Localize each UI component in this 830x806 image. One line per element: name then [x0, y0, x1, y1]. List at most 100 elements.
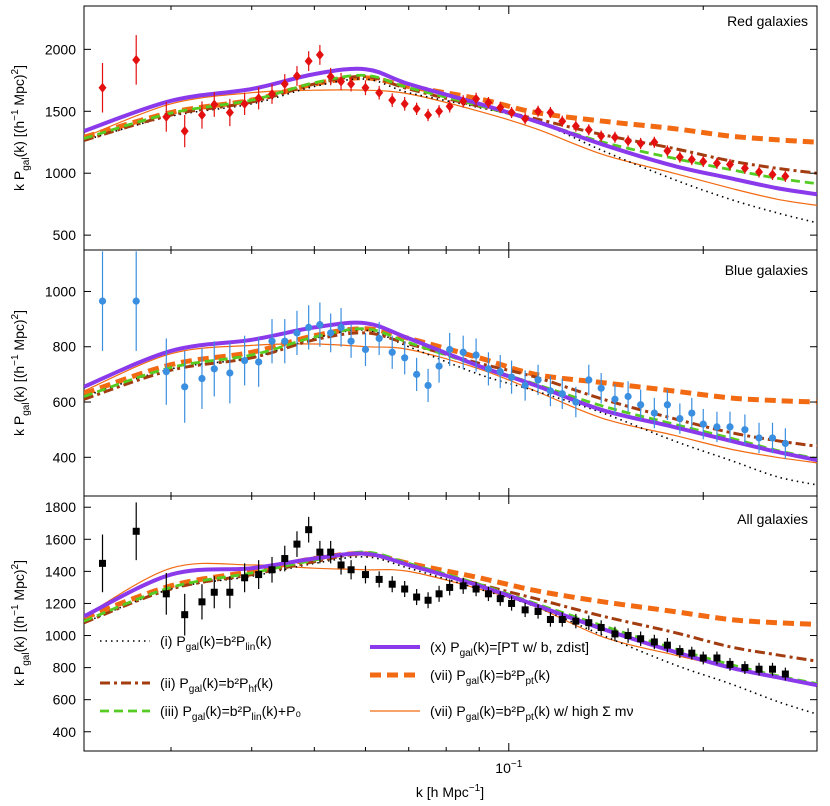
data-point [624, 632, 632, 640]
data-point [388, 348, 396, 356]
data-point [521, 606, 529, 614]
data-point [726, 423, 734, 431]
data-point [293, 329, 301, 337]
data-point [508, 599, 516, 607]
legend-label-hf: (ii) Pgal(k)=b²Phf(k) [160, 675, 273, 695]
panel-title-all: All galaxies [737, 511, 808, 527]
y-tick-label: 1500 [45, 103, 76, 119]
data-point [597, 131, 606, 142]
data-point [534, 376, 542, 384]
data-point [768, 169, 777, 180]
data-point [650, 638, 658, 646]
data-point [226, 369, 234, 377]
data-point [268, 88, 277, 99]
data-point [132, 297, 140, 305]
data-point [611, 395, 619, 403]
data-point [507, 107, 516, 118]
data-point [241, 356, 249, 365]
data-point [688, 649, 696, 657]
data-point [712, 158, 721, 169]
data-point [375, 87, 384, 98]
data-point [546, 387, 555, 395]
panel-1-plot [84, 251, 817, 486]
data-point [210, 99, 219, 110]
data-point [521, 113, 530, 124]
data-point [241, 574, 249, 582]
data-point [162, 368, 170, 376]
data-point [663, 145, 672, 156]
data-point [225, 107, 234, 118]
legend-label-p0: (iii) Pgal(k)=b²Plin(k)+P₀ [160, 703, 301, 723]
y-tick-label: 1400 [45, 563, 76, 579]
data-point [663, 401, 671, 409]
data-point [281, 337, 289, 345]
y-tick-label: 400 [53, 449, 77, 465]
data-point [327, 329, 335, 337]
data-point [181, 383, 189, 391]
data-point [769, 665, 777, 673]
data-point [305, 323, 313, 331]
data-point [496, 595, 504, 603]
data-point [496, 102, 505, 113]
data-point [361, 82, 370, 93]
data-point [327, 548, 335, 556]
data-point [412, 103, 421, 114]
data-point [446, 583, 454, 591]
data-point [132, 527, 140, 535]
curve-lin [84, 78, 817, 224]
curve-ptpt [84, 551, 817, 627]
data-point [98, 297, 107, 305]
data-point [572, 617, 580, 625]
data-point [255, 358, 263, 366]
y-axis-label-all: k Pgal(k) [(h−1 Mpc)2] [10, 560, 32, 686]
data-point [424, 381, 432, 390]
data-point [424, 109, 433, 120]
data-point [546, 615, 554, 623]
data-point [198, 598, 206, 606]
data-point [459, 582, 467, 590]
y-axis-label-text: k Pgal(k) [(h−1 Mpc)2] [10, 65, 32, 191]
data-point [181, 611, 189, 619]
y-tick-label: 1800 [45, 499, 76, 515]
data-point [337, 561, 345, 569]
y-tick-label: 600 [53, 692, 77, 708]
data-point [268, 566, 276, 574]
data-point [624, 136, 633, 147]
data-point [713, 423, 721, 431]
data-point [699, 156, 708, 167]
data-point [280, 79, 289, 90]
y-tick-label: 1000 [45, 283, 76, 299]
data-point [424, 596, 432, 604]
data-point [401, 585, 409, 593]
data-point [361, 571, 369, 579]
data-point [180, 126, 189, 137]
curve-p0 [84, 327, 817, 461]
data-point [268, 337, 276, 345]
data-point [755, 166, 764, 177]
data-point [316, 321, 324, 329]
data-point [740, 163, 749, 174]
data-point [781, 439, 789, 448]
data-point [597, 384, 605, 392]
panel-title-blue: Blue galaxies [725, 262, 808, 278]
data-point [624, 392, 632, 401]
data-point [210, 588, 218, 596]
data-point [725, 159, 734, 170]
y-tick-label: 600 [53, 394, 77, 410]
y-tick-label: 500 [53, 227, 77, 243]
y-tick-label: 400 [53, 724, 77, 740]
data-point [240, 98, 249, 109]
curve-pt [84, 66, 817, 197]
plot-layer: 500 1000 1500 2000 400 600 800 1000 400 600 800 100… [45, 6, 818, 751]
data-point [507, 373, 516, 381]
data-point [610, 132, 619, 143]
data-point [347, 566, 355, 574]
legend-label-pt: (x) Pgal(k)=[PT w/ b, zdist] [430, 639, 589, 659]
data-point [337, 76, 346, 87]
data-point [293, 540, 301, 548]
y-axis-label-red: k Pgal(k) [(h−1 Mpc)2] [10, 65, 32, 191]
data-point [326, 71, 335, 82]
legend-label-highm: (vii) Pgal(k)=b²Ppt(k) w/ high Σ mν [430, 703, 633, 723]
data-point [388, 95, 397, 106]
data-point [546, 107, 555, 118]
